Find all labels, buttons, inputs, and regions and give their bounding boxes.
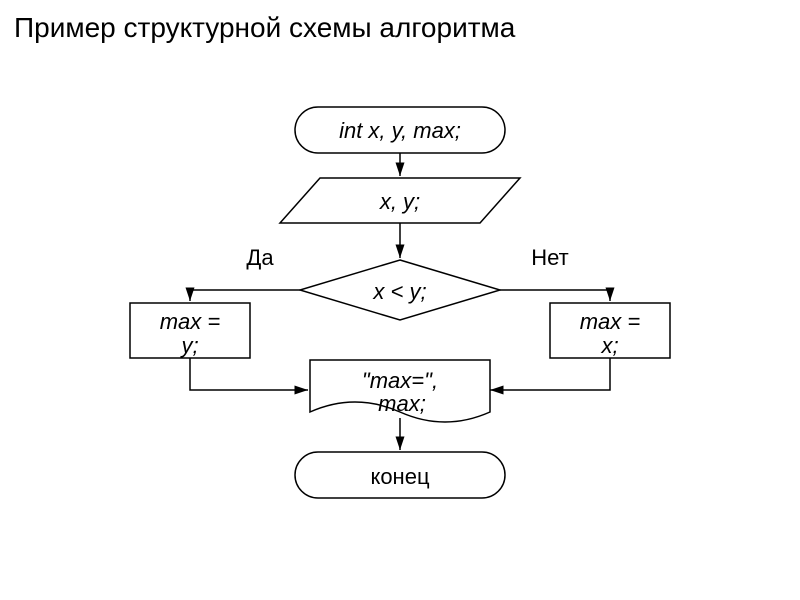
left-text2: y; [179, 333, 198, 358]
input-text: x, y; [379, 189, 420, 214]
start-text: int x, y, max; [339, 118, 461, 143]
end-text: конец [370, 464, 429, 489]
edge-decision-left [190, 290, 300, 301]
output-text2: max; [378, 391, 426, 416]
flowchart-svg: int x, y, max; x, y; x < y; Да Нет max =… [0, 0, 800, 600]
yes-label: Да [246, 245, 274, 270]
left-text1: max = [160, 309, 221, 334]
right-text1: max = [580, 309, 641, 334]
decision-text: x < y; [372, 279, 426, 304]
right-text2: x; [600, 333, 618, 358]
edge-decision-right [500, 290, 610, 301]
no-label: Нет [531, 245, 568, 270]
edge-right-output [490, 358, 610, 390]
output-text1: "max=", [362, 368, 438, 393]
edge-left-output [190, 358, 308, 390]
